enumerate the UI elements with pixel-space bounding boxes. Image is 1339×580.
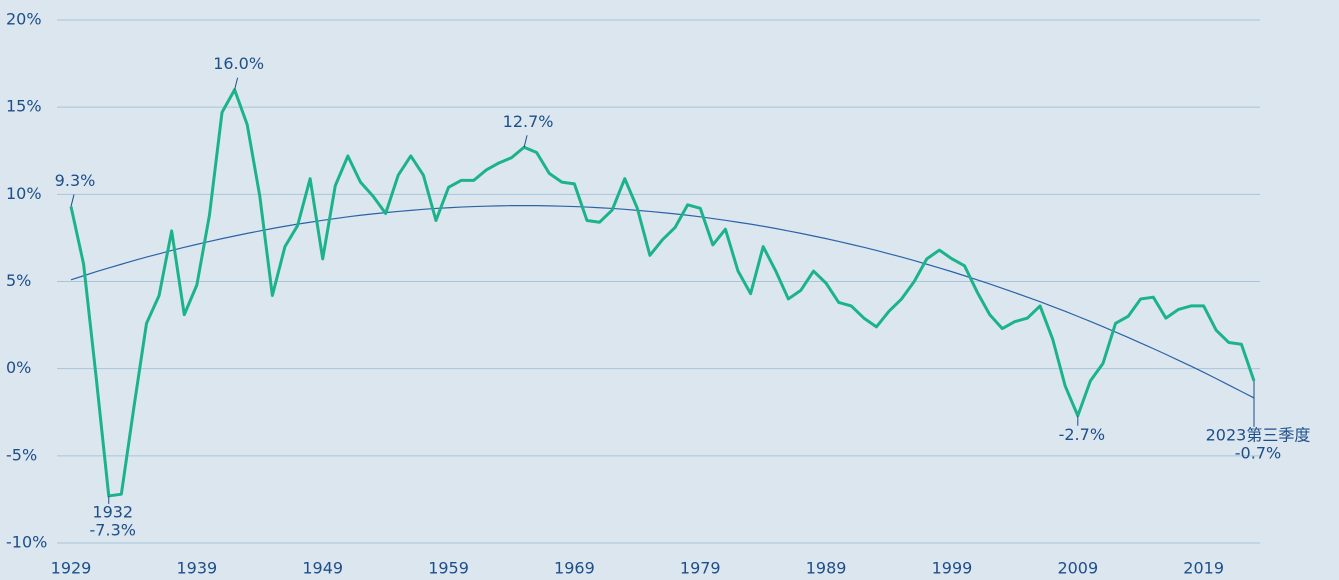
y-tick-label: 5%	[6, 271, 31, 290]
x-tick-label: 1979	[680, 559, 721, 578]
trend-line	[70, 205, 1255, 399]
annotation: 2023第三季度	[1206, 425, 1311, 444]
data-label: -2.7%	[1059, 425, 1105, 444]
data-label: 9.3%	[55, 171, 96, 190]
x-tick-label: 1939	[176, 559, 217, 578]
x-tick-label: 1999	[932, 559, 973, 578]
y-tick-label: -5%	[6, 445, 37, 464]
x-tick-label: 1969	[554, 559, 595, 578]
x-tick-label: 2019	[1183, 559, 1224, 578]
x-tick-label: 2009	[1057, 559, 1098, 578]
y-tick-label: 0%	[6, 358, 31, 377]
leader-line	[234, 77, 239, 90]
data-label: 12.7%	[503, 112, 554, 131]
data-label: -0.7%	[1235, 443, 1281, 462]
y-tick-label: 10%	[6, 184, 42, 203]
leader-line	[523, 135, 528, 148]
x-tick-label: 1949	[302, 559, 343, 578]
y-tick-label: 15%	[6, 97, 42, 116]
x-tick-label: 1929	[51, 559, 92, 578]
y-tick-label: 20%	[6, 10, 42, 29]
data-label: 16.0%	[213, 54, 264, 73]
y-tick-label: -10%	[6, 533, 47, 552]
x-tick-label: 1989	[806, 559, 847, 578]
data-line	[69, 88, 1256, 498]
data-label: -7.3%	[90, 520, 136, 539]
x-tick-label: 1959	[428, 559, 469, 578]
leader-line	[70, 194, 75, 207]
annotation: 1932	[92, 502, 133, 521]
